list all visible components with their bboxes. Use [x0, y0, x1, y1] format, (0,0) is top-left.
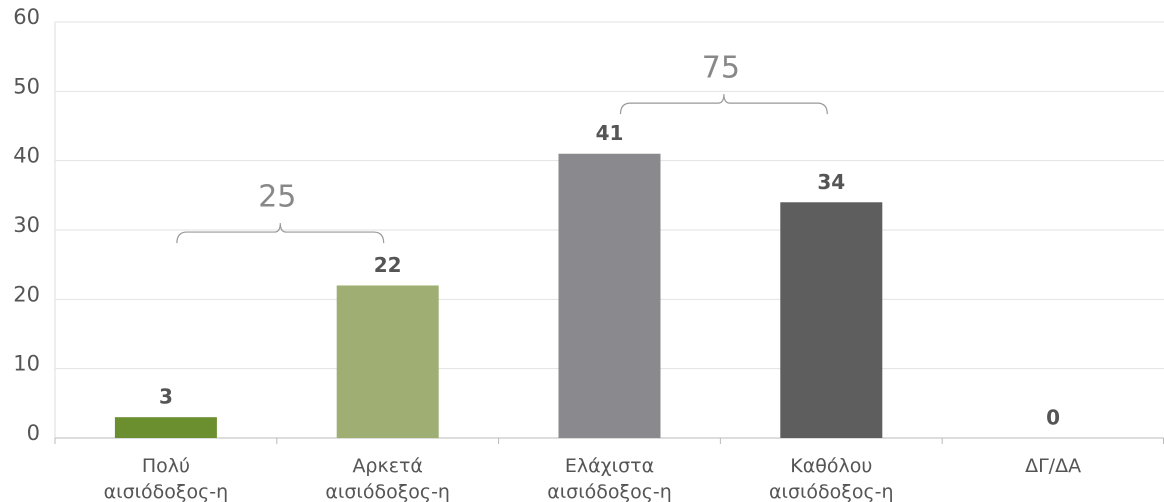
value-label: 3 — [159, 385, 173, 409]
bar — [114, 417, 217, 438]
x-tick-label: Πολύ αισιόδοξος-η — [104, 455, 229, 502]
bar — [336, 285, 439, 438]
x-tick-label: Ελάχιστα αισιόδοξος-η — [547, 455, 672, 502]
y-tick-label: 20 — [13, 282, 40, 306]
x-tick-line: αισιόδοξος-η — [769, 481, 894, 502]
bar — [558, 153, 661, 438]
x-tick-line: αισιόδοξος-η — [547, 481, 672, 502]
group-total: 25 — [258, 180, 296, 215]
x-tick-line: αισιόδοξος-η — [325, 481, 450, 502]
y-tick-label: 0 — [27, 421, 40, 445]
x-tick-label: ΔΓ/ΔΑ — [1025, 455, 1081, 477]
group-total: 75 — [702, 51, 740, 86]
value-label: 34 — [817, 170, 845, 194]
bracket — [176, 223, 385, 244]
y-tick-label: 40 — [13, 144, 40, 168]
x-tick-line: Αρκετά — [352, 455, 423, 477]
x-tick-line: Ελάχιστα — [565, 455, 654, 477]
x-tick-line: ΔΓ/ΔΑ — [1025, 455, 1081, 477]
x-tick-label: Αρκετά αισιόδοξος-η — [325, 455, 450, 502]
value-label: 41 — [596, 121, 624, 145]
value-label: 0 — [1046, 406, 1060, 430]
bar — [780, 202, 883, 438]
bracket — [619, 94, 828, 115]
x-tick-line: Πολύ — [142, 455, 190, 477]
y-tick-label: 60 — [13, 5, 40, 29]
y-tick-label: 50 — [13, 74, 40, 98]
y-tick-label: 10 — [13, 352, 40, 376]
x-tick-label: Καθόλου αισιόδοξος-η — [769, 455, 894, 502]
value-label: 22 — [374, 253, 402, 277]
x-tick-line: Καθόλου — [790, 455, 872, 477]
x-tick-line: αισιόδοξος-η — [104, 481, 229, 502]
y-tick-label: 30 — [13, 213, 40, 237]
